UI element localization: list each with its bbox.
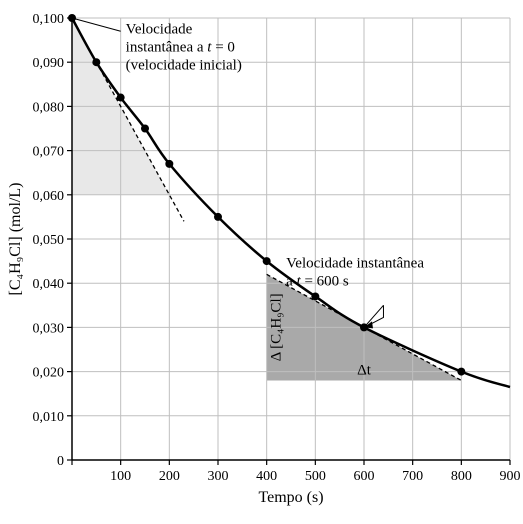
delta-t-label: Δt [357, 362, 372, 378]
anno-initial-text: Velocidade [126, 21, 193, 37]
x-tick-label: 600 [354, 469, 375, 484]
delta-y-label: Δ [C₄H₉Cl] [269, 293, 285, 361]
x-tick-label: 400 [256, 469, 277, 484]
y-tick-label: 0,040 [33, 277, 65, 292]
anno-600-text: a t = 600 s [286, 274, 349, 290]
chart-svg: Δ [C₄H₉Cl] Δt 0 0,010 0,020 0,030 0,040 0,050 0,… [0, 0, 523, 524]
y-tick-label: 0,090 [33, 56, 65, 71]
y-tick-label: 0,060 [33, 189, 65, 204]
data-marker [117, 94, 125, 102]
anno-600-text: Velocidade instantânea [286, 256, 424, 272]
x-tick-label: 300 [208, 469, 229, 484]
x-tick-label: 700 [402, 469, 423, 484]
data-marker [92, 58, 100, 66]
y-tick-label: 0,050 [33, 233, 65, 248]
y-tick-label: 0,070 [33, 145, 65, 160]
y-tick-label: 0 [57, 454, 64, 469]
y-tick-label: 0,100 [33, 12, 65, 27]
x-axis-label: Tempo (s) [258, 489, 323, 506]
y-tick-label: 0,080 [33, 100, 65, 115]
y-tick-label: 0,010 [33, 410, 65, 425]
x-tick-label: 500 [305, 469, 326, 484]
data-marker [263, 257, 271, 265]
x-tick-label: 200 [159, 469, 180, 484]
y-tick-label: 0,020 [33, 366, 65, 381]
y-tick-label: 0,030 [33, 321, 65, 336]
data-marker [311, 292, 319, 300]
data-marker [214, 213, 222, 221]
data-marker [457, 368, 465, 376]
x-tick-label: 800 [451, 469, 472, 484]
anno-initial-text: instantânea a t = 0 [126, 39, 235, 55]
x-tick-label: 100 [110, 469, 131, 484]
x-tick-label: 900 [500, 469, 521, 484]
data-marker [141, 125, 149, 133]
data-marker [165, 160, 173, 168]
anno-initial-text: (velocidade inicial) [126, 57, 242, 73]
y-axis-label: [C₄H₉Cl] (mol/L) [7, 183, 24, 296]
